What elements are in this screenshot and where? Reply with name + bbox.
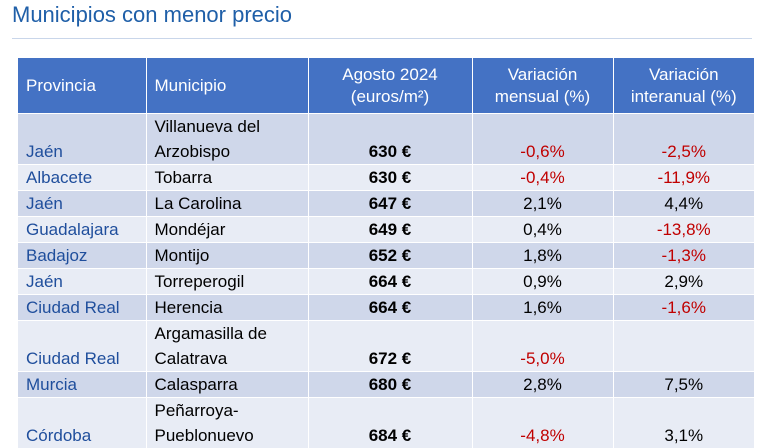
header-mensual: Variación mensual (%) xyxy=(472,58,613,114)
cell-interanual xyxy=(613,321,754,372)
cell-mensual: -5,0% xyxy=(472,321,613,372)
cell-interanual: 4,4% xyxy=(613,191,754,217)
header-municipio: Municipio xyxy=(146,58,308,114)
cell-municipio-line1: Argamasilla de xyxy=(155,324,267,343)
cell-municipio: Argamasilla de Calatrava xyxy=(146,321,308,372)
header-mensual-line1: Variación xyxy=(508,65,578,84)
cell-municipio: Mondéjar xyxy=(146,217,308,243)
cell-provincia: Ciudad Real xyxy=(18,321,146,372)
cell-municipio: La Carolina xyxy=(146,191,308,217)
cell-provincia: Córdoba xyxy=(18,398,146,448)
cell-precio: 647 € xyxy=(308,191,472,217)
cell-municipio: Villanueva del Arzobispo xyxy=(146,114,308,165)
cell-precio: 684 € xyxy=(308,398,472,448)
cell-mensual: 0,4% xyxy=(472,217,613,243)
cell-provincia: Guadalajara xyxy=(18,217,146,243)
cell-municipio-line2: Calatrava xyxy=(155,349,228,368)
header-precio-line1: Agosto 2024 xyxy=(342,65,437,84)
header-precio: Agosto 2024 (euros/m²) xyxy=(308,58,472,114)
cell-provincia: Murcia xyxy=(18,372,146,398)
cell-precio: 630 € xyxy=(308,165,472,191)
cell-provincia: Albacete xyxy=(18,165,146,191)
cell-interanual: -11,9% xyxy=(613,165,754,191)
cell-interanual: 7,5% xyxy=(613,372,754,398)
cell-municipio: Torreperogil xyxy=(146,269,308,295)
cell-precio: 664 € xyxy=(308,295,472,321)
cell-interanual: -1,3% xyxy=(613,243,754,269)
cell-municipio: Tobarra xyxy=(146,165,308,191)
table-header-row: Provincia Municipio Agosto 2024 (euros/m²… xyxy=(18,58,754,114)
cell-mensual: -0,4% xyxy=(472,165,613,191)
cell-mensual: 0,9% xyxy=(472,269,613,295)
cell-interanual: -13,8% xyxy=(613,217,754,243)
table-row: Albacete Tobarra 630 € -0,4% -11,9% xyxy=(18,165,754,191)
cell-precio: 649 € xyxy=(308,217,472,243)
cell-mensual: -4,8% xyxy=(472,398,613,448)
header-mensual-line2: mensual (%) xyxy=(495,87,590,106)
cell-mensual: -0,6% xyxy=(472,114,613,165)
cell-municipio-line1: Villanueva del xyxy=(155,117,261,136)
price-table: Provincia Municipio Agosto 2024 (euros/m²… xyxy=(18,58,754,448)
cell-provincia: Ciudad Real xyxy=(18,295,146,321)
cell-interanual: 3,1% xyxy=(613,398,754,448)
table-row: Jaén Torreperogil 664 € 0,9% 2,9% xyxy=(18,269,754,295)
cell-mensual: 2,1% xyxy=(472,191,613,217)
cell-municipio: Herencia xyxy=(146,295,308,321)
cell-provincia: Badajoz xyxy=(18,243,146,269)
table-row: Ciudad Real Herencia 664 € 1,6% -1,6% xyxy=(18,295,754,321)
cell-municipio: Calasparra xyxy=(146,372,308,398)
header-provincia: Provincia xyxy=(18,58,146,114)
header-precio-line2: (euros/m²) xyxy=(351,87,429,106)
cell-mensual: 1,8% xyxy=(472,243,613,269)
cell-mensual: 1,6% xyxy=(472,295,613,321)
cell-provincia: Jaén xyxy=(18,269,146,295)
header-interanual-line2: interanual (%) xyxy=(631,87,737,106)
cell-interanual: -1,6% xyxy=(613,295,754,321)
cell-precio: 672 € xyxy=(308,321,472,372)
cell-municipio-line2: Arzobispo xyxy=(155,142,231,161)
cell-precio: 630 € xyxy=(308,114,472,165)
cell-interanual: -2,5% xyxy=(613,114,754,165)
table-row: Córdoba Peñarroya- Pueblonuevo 684 € -4,8… xyxy=(18,398,754,448)
cell-mensual: 2,8% xyxy=(472,372,613,398)
cell-interanual: 2,9% xyxy=(613,269,754,295)
title-divider xyxy=(12,38,752,39)
cell-municipio: Montijo xyxy=(146,243,308,269)
cell-municipio-line2: Pueblonuevo xyxy=(155,426,254,445)
table-row: Guadalajara Mondéjar 649 € 0,4% -13,8% xyxy=(18,217,754,243)
table-row: Jaén La Carolina 647 € 2,1% 4,4% xyxy=(18,191,754,217)
cell-provincia: Jaén xyxy=(18,191,146,217)
cell-municipio: Peñarroya- Pueblonuevo xyxy=(146,398,308,448)
cell-municipio-line1: Peñarroya- xyxy=(155,401,239,420)
cell-precio: 652 € xyxy=(308,243,472,269)
cell-provincia: Jaén xyxy=(18,114,146,165)
cell-precio: 680 € xyxy=(308,372,472,398)
table-row: Badajoz Montijo 652 € 1,8% -1,3% xyxy=(18,243,754,269)
page-title: Municipios con menor precio xyxy=(12,2,292,28)
table-row: Ciudad Real Argamasilla de Calatrava 672 … xyxy=(18,321,754,372)
table-row: Murcia Calasparra 680 € 2,8% 7,5% xyxy=(18,372,754,398)
header-interanual: Variación interanual (%) xyxy=(613,58,754,114)
cell-precio: 664 € xyxy=(308,269,472,295)
header-interanual-line1: Variación xyxy=(649,65,719,84)
table-row: Jaén Villanueva del Arzobispo 630 € -0,6%… xyxy=(18,114,754,165)
